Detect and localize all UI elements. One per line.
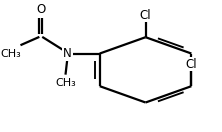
Text: N: N (63, 47, 72, 60)
Text: CH₃: CH₃ (0, 49, 21, 59)
Text: Cl: Cl (140, 9, 151, 22)
Text: Cl: Cl (186, 58, 197, 71)
Text: CH₃: CH₃ (55, 79, 76, 88)
Text: O: O (36, 3, 45, 16)
